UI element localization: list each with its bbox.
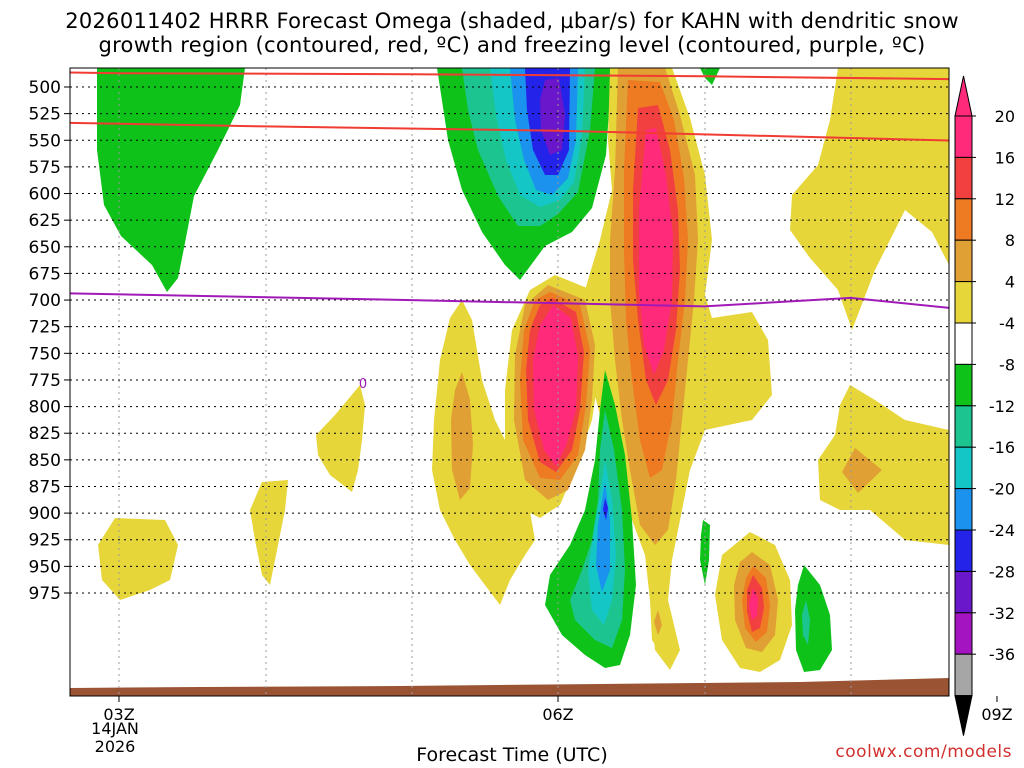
omega-sinking-18z-12 [842, 448, 882, 493]
colorbar-swatch [954, 612, 973, 655]
colorbar-top-arrow [954, 75, 973, 117]
omega-sinking-14z-low-8 [654, 610, 662, 635]
colorbar-label: 16 [995, 148, 1015, 167]
colorbar-label: -20 [989, 480, 1015, 499]
y-axis-labels: 500 525 550 575 600 625 650 675 700 725 750 775 800 8… [29, 78, 70, 604]
colorbar-label: -28 [989, 562, 1015, 581]
colorbar-swatch [954, 446, 973, 490]
colorbar-swatch [954, 322, 973, 365]
y-tick-label: 850 [29, 451, 61, 471]
date-label-year: 2026 [94, 737, 136, 756]
freezing-level-line [70, 292, 949, 309]
colorbar-swatch [954, 653, 973, 697]
y-tick-label: 725 [29, 318, 61, 338]
colorbar: 20 16 12 8 4 -4 -8 -12 -16 -20 -24 -28 -32 -36 [954, 75, 1015, 736]
y-tick-label: 975 [29, 584, 61, 604]
y-tick-label: 525 [29, 105, 61, 125]
terrain-surface [70, 678, 949, 696]
y-tick-label: 500 [29, 78, 61, 98]
x-axis-title: Forecast Time (UTC) [416, 744, 608, 766]
dgz-contour-line [70, 71, 949, 81]
omega-rising-12z-upper-24 [540, 78, 565, 155]
colorbar-swatch [954, 405, 973, 448]
y-tick-label: 700 [29, 291, 61, 311]
colorbar-bottom-arrow [954, 695, 973, 736]
colorbar-swatch [954, 239, 973, 283]
y-tick-label: 775 [29, 371, 61, 391]
omega-sinking-east-top [790, 68, 949, 330]
omega-shading [70, 68, 949, 696]
chart-title-line-2: growth region (contoured, red, ºC) and f… [98, 33, 926, 57]
omega-sinking-10z-12 [451, 372, 473, 500]
colorbar-label: 4 [1005, 273, 1015, 292]
colorbar-label: -36 [989, 645, 1015, 664]
omega-sinking-03z [98, 518, 178, 600]
x-gridlines [118, 68, 852, 696]
y-tick-label: 675 [29, 264, 61, 284]
colorbar-label: -4 [999, 314, 1015, 333]
colorbar-swatch [954, 529, 973, 572]
colorbar-label: 12 [995, 190, 1015, 209]
y-tick-label: 550 [29, 131, 61, 151]
omega-rising-17z-4 [795, 565, 832, 672]
omega-rising-13z-20 [603, 498, 608, 520]
colorbar-label: 8 [1005, 231, 1015, 250]
plot-frame [69, 67, 950, 697]
colorbar-swatch [954, 363, 973, 407]
freezing-level-label: 0 [359, 377, 367, 392]
x-tick-label: 06Z [542, 705, 573, 724]
y-tick-label: 825 [29, 424, 61, 444]
colorbar-label: -24 [989, 521, 1015, 540]
omega-sinking-10z-4 [432, 300, 535, 605]
omega-sinking-14z-low [650, 570, 672, 660]
colorbar-swatch [954, 115, 973, 158]
credit-text: coolwx.com/models [835, 742, 1012, 762]
omega-sinking-16z-20 [749, 588, 758, 620]
colorbar-label: 20 [995, 107, 1015, 126]
colorbar-swatch [954, 570, 973, 614]
omega-sinking-18z-4 [818, 385, 949, 545]
chart-title-line-1: 2026011402 HRRR Forecast Omega (shaded, … [65, 9, 959, 33]
omega-sinking-08z [316, 385, 365, 492]
colorbar-label: -12 [989, 397, 1015, 416]
y-tick-label: 875 [29, 477, 61, 497]
colorbar-swatch [954, 488, 973, 531]
colorbar-label: -8 [999, 355, 1015, 374]
contours [70, 71, 949, 309]
y-tick-label: 800 [29, 398, 61, 418]
colorbar-swatch [954, 156, 973, 200]
y-gridlines [70, 86, 949, 594]
date-label-day: 14JAN [91, 719, 139, 738]
colorbar-label: -32 [989, 604, 1015, 623]
omega-rising-west [97, 68, 245, 292]
omega-sinking-12z-20 [533, 305, 578, 466]
dgz-contour-line [70, 121, 949, 142]
omega-rising-15z-low [700, 520, 710, 585]
colorbar-swatch [954, 281, 973, 324]
y-tick-label: 750 [29, 344, 61, 364]
y-tick-label: 925 [29, 531, 61, 551]
omega-rising-17z-8 [802, 600, 810, 645]
y-tick-label: 650 [29, 238, 61, 258]
x-tick-label: 09Z [981, 705, 1012, 724]
omega-sinking-14z-20 [639, 128, 673, 375]
x-axis-labels: 03Z06Z09Z12Z15Z18Z [103, 696, 1013, 724]
x-tick-label: 03Z [103, 705, 134, 724]
y-tick-label: 950 [29, 557, 61, 577]
y-tick-label: 900 [29, 504, 61, 524]
omega-sinking-06z [250, 480, 288, 585]
y-tick-label: 625 [29, 211, 61, 231]
y-tick-label: 600 [29, 185, 61, 205]
colorbar-label: -16 [989, 438, 1015, 457]
y-tick-label: 575 [29, 158, 61, 178]
colorbar-swatch [954, 198, 973, 241]
